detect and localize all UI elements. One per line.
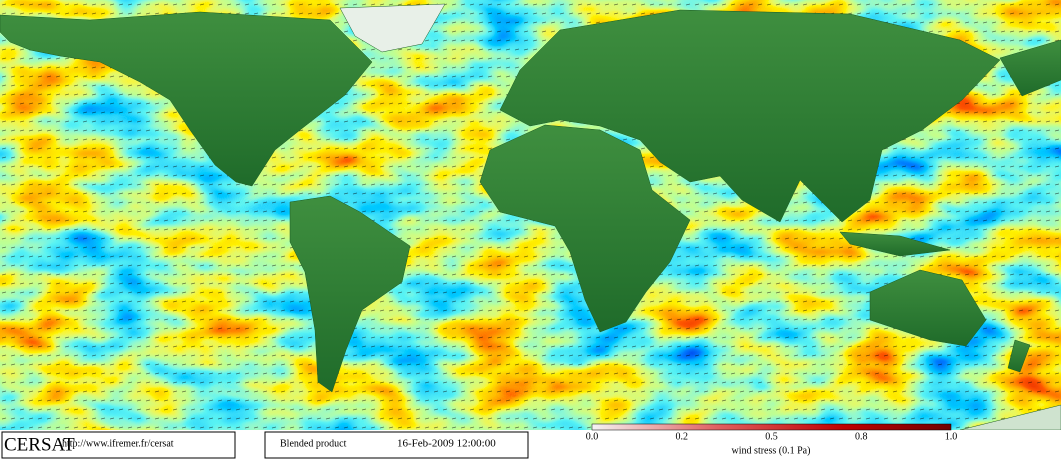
info-box bbox=[264, 431, 529, 459]
australia bbox=[869, 269, 987, 347]
eurasia bbox=[499, 9, 1001, 223]
colorbar bbox=[591, 423, 952, 431]
north-east-asia bbox=[999, 39, 1061, 97]
new-zealand bbox=[1007, 339, 1031, 373]
url: http://www.ifremer.fr/cersat bbox=[62, 438, 174, 449]
colorbar-tick-label: 1.0 bbox=[945, 431, 958, 442]
logo: CERSAT bbox=[4, 434, 75, 455]
indonesia bbox=[839, 231, 951, 257]
colorbar-tick-label: 0.8 bbox=[855, 431, 868, 442]
product: Blended product bbox=[280, 438, 347, 449]
north-america bbox=[0, 11, 373, 187]
logo-box bbox=[1, 431, 236, 459]
colorbar-tick-label: 0.0 bbox=[586, 431, 599, 442]
colorbar-tick-label: 0.2 bbox=[676, 431, 689, 442]
south-america bbox=[289, 195, 411, 393]
colorbar-label: wind stress (0.1 Pa) bbox=[732, 445, 811, 456]
colorbar-tick-label: 0.5 bbox=[765, 431, 778, 442]
date: 16-Feb-2009 12:00:00 bbox=[397, 438, 496, 450]
colorbar-ticks: 0.0 0.2 0.5 0.8 1.0 bbox=[586, 431, 958, 442]
greenland bbox=[339, 3, 446, 53]
africa bbox=[479, 124, 691, 333]
continents bbox=[0, 3, 1061, 431]
